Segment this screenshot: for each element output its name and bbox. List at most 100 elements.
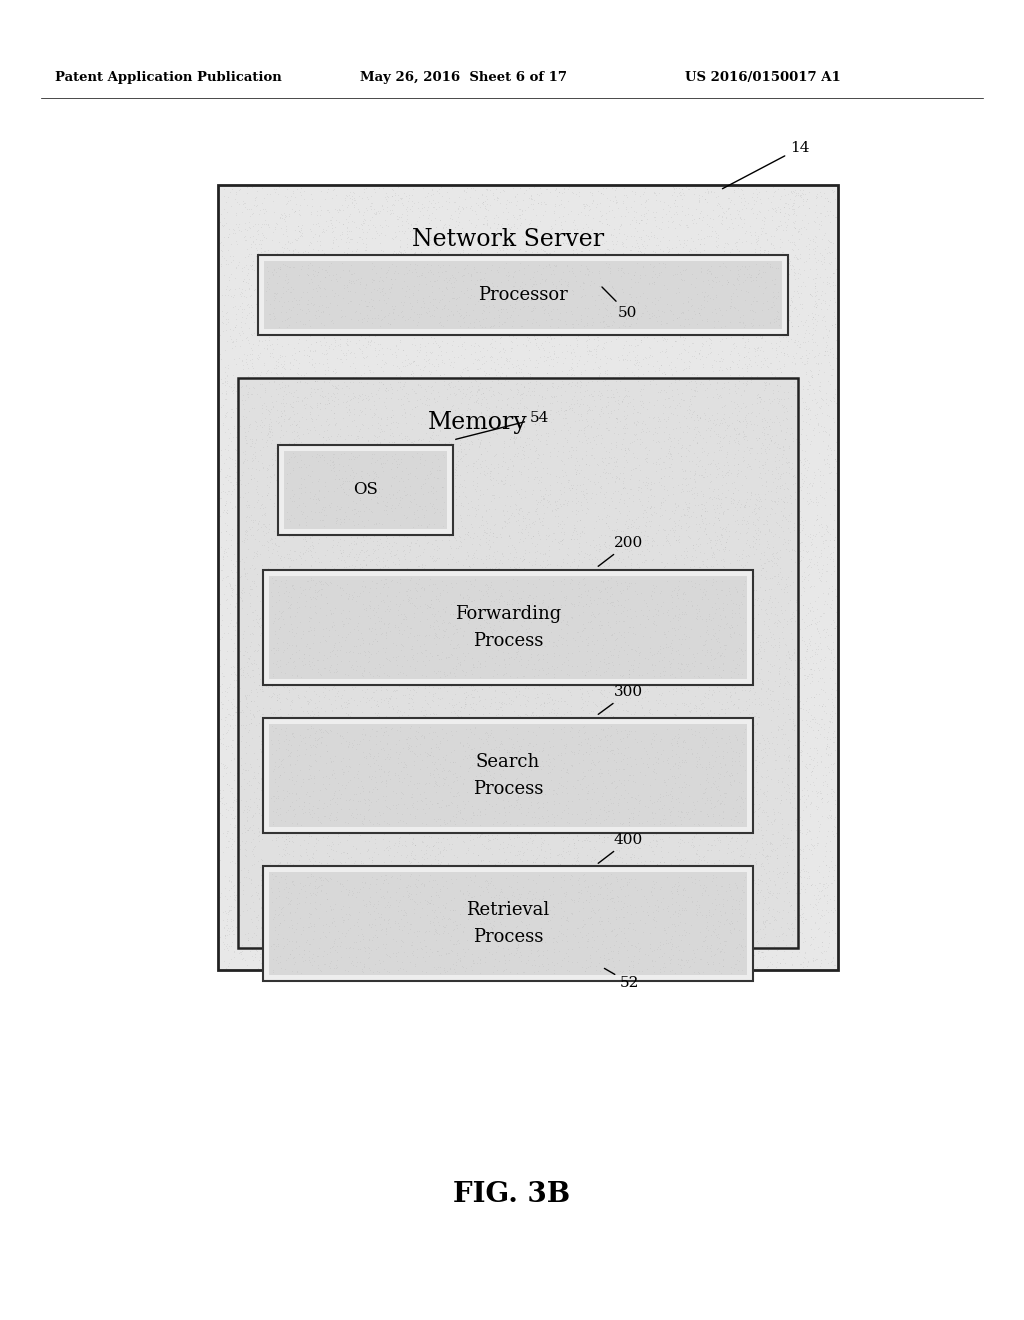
Point xyxy=(348,660,365,681)
Point xyxy=(355,205,372,226)
Point xyxy=(400,824,417,845)
Point xyxy=(735,581,752,602)
Point xyxy=(638,319,654,341)
Point xyxy=(736,726,753,747)
Point xyxy=(409,292,425,313)
Point xyxy=(269,576,286,597)
Point xyxy=(493,271,509,292)
Point xyxy=(662,508,678,529)
Point xyxy=(673,446,689,467)
Point xyxy=(281,899,297,920)
Point xyxy=(416,812,432,833)
Point xyxy=(360,661,377,682)
Point xyxy=(701,771,718,792)
Point xyxy=(612,527,629,548)
Point xyxy=(358,301,375,322)
Point xyxy=(361,855,378,876)
Point xyxy=(484,825,501,846)
Point xyxy=(511,684,527,705)
Point xyxy=(243,383,259,404)
Point xyxy=(552,487,568,508)
Point xyxy=(585,879,601,900)
Point xyxy=(451,411,467,432)
Point xyxy=(646,463,663,484)
Point xyxy=(322,335,338,356)
Point xyxy=(410,915,426,936)
Point xyxy=(669,264,685,285)
Point xyxy=(821,717,838,738)
Point xyxy=(780,536,797,557)
Point xyxy=(574,319,591,341)
Point xyxy=(587,585,603,606)
Point xyxy=(312,870,329,891)
Point xyxy=(296,921,312,942)
Point xyxy=(388,335,404,356)
Point xyxy=(626,797,642,818)
Point xyxy=(456,290,472,312)
Point xyxy=(515,924,531,945)
Point xyxy=(748,449,764,470)
Point xyxy=(273,296,290,317)
Point xyxy=(636,873,652,894)
Point xyxy=(585,614,601,635)
Point xyxy=(383,764,399,785)
Point xyxy=(269,870,286,891)
Point xyxy=(486,503,503,524)
Point xyxy=(505,356,521,378)
Point xyxy=(777,428,794,449)
Point xyxy=(431,593,447,614)
Point xyxy=(243,294,259,315)
Point xyxy=(615,193,632,214)
Point xyxy=(346,546,362,568)
Point xyxy=(437,268,454,289)
Point xyxy=(662,381,678,403)
Point xyxy=(305,586,322,607)
Point xyxy=(764,912,780,933)
Point xyxy=(638,776,654,797)
Point xyxy=(446,762,463,783)
Point xyxy=(423,480,439,502)
Point xyxy=(516,566,532,587)
Point xyxy=(530,648,547,669)
Point xyxy=(807,709,823,730)
Point xyxy=(586,825,602,846)
Point xyxy=(734,411,751,432)
Point xyxy=(575,568,592,589)
Point xyxy=(418,532,434,553)
Point xyxy=(234,385,251,407)
Point xyxy=(362,887,379,908)
Point xyxy=(801,652,817,673)
Point xyxy=(745,689,762,710)
Point xyxy=(573,684,590,705)
Point xyxy=(733,772,750,793)
Point xyxy=(663,301,679,322)
Point xyxy=(502,430,518,451)
Point xyxy=(411,304,427,325)
Point xyxy=(593,787,609,808)
Point xyxy=(325,833,341,854)
Point xyxy=(733,397,750,418)
Point xyxy=(263,418,280,440)
Point xyxy=(356,719,373,741)
Point xyxy=(414,556,430,577)
Point xyxy=(731,696,748,717)
Point xyxy=(746,900,763,921)
Point xyxy=(680,949,696,970)
Point xyxy=(669,639,685,660)
Point xyxy=(392,366,409,387)
Point xyxy=(308,599,325,620)
Point xyxy=(302,734,318,755)
Point xyxy=(453,706,469,727)
Point xyxy=(375,638,391,659)
Point xyxy=(503,216,519,238)
Point xyxy=(273,680,290,701)
Point xyxy=(282,381,298,403)
Point xyxy=(597,433,613,454)
Point xyxy=(580,875,596,896)
Point xyxy=(820,902,837,923)
Point xyxy=(669,704,685,725)
Point xyxy=(655,733,672,754)
Point xyxy=(312,954,329,975)
Point xyxy=(666,800,682,821)
Point xyxy=(406,411,422,432)
